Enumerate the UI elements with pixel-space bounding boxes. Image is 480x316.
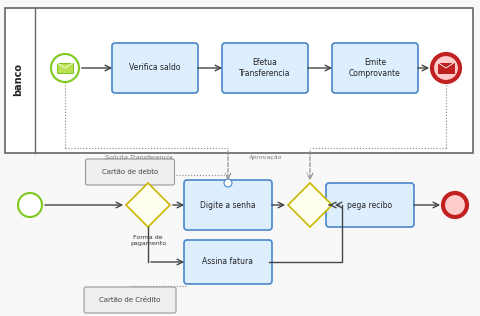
Polygon shape — [126, 183, 169, 227]
Text: Cartão de debto: Cartão de debto — [102, 169, 158, 175]
Text: Verifica saldo: Verifica saldo — [129, 64, 180, 72]
Text: Cartão de Crédito: Cartão de Crédito — [99, 297, 160, 303]
Circle shape — [51, 54, 79, 82]
Text: Aprovação: Aprovação — [248, 155, 281, 160]
Circle shape — [442, 193, 466, 217]
FancyBboxPatch shape — [184, 240, 271, 284]
Text: Solicita Transferencia: Solicita Transferencia — [105, 155, 172, 160]
Polygon shape — [288, 183, 331, 227]
Text: Assina fatura: Assina fatura — [202, 258, 253, 266]
FancyBboxPatch shape — [184, 180, 271, 230]
FancyBboxPatch shape — [112, 43, 198, 93]
FancyBboxPatch shape — [85, 159, 174, 185]
FancyBboxPatch shape — [57, 63, 72, 73]
Circle shape — [224, 179, 231, 187]
Text: Digite a senha: Digite a senha — [200, 200, 255, 210]
FancyBboxPatch shape — [331, 43, 417, 93]
FancyBboxPatch shape — [437, 63, 453, 73]
Text: Forma de
pagamento: Forma de pagamento — [130, 235, 166, 246]
Text: banco: banco — [13, 64, 23, 96]
FancyBboxPatch shape — [325, 183, 413, 227]
FancyBboxPatch shape — [84, 287, 176, 313]
Text: Efetua
Transferencia: Efetua Transferencia — [239, 58, 290, 78]
Text: Emite
Comprovante: Emite Comprovante — [348, 58, 400, 78]
FancyBboxPatch shape — [5, 8, 472, 153]
Circle shape — [431, 54, 459, 82]
Circle shape — [18, 193, 42, 217]
FancyBboxPatch shape — [222, 43, 307, 93]
Text: pega recibo: pega recibo — [347, 200, 392, 210]
